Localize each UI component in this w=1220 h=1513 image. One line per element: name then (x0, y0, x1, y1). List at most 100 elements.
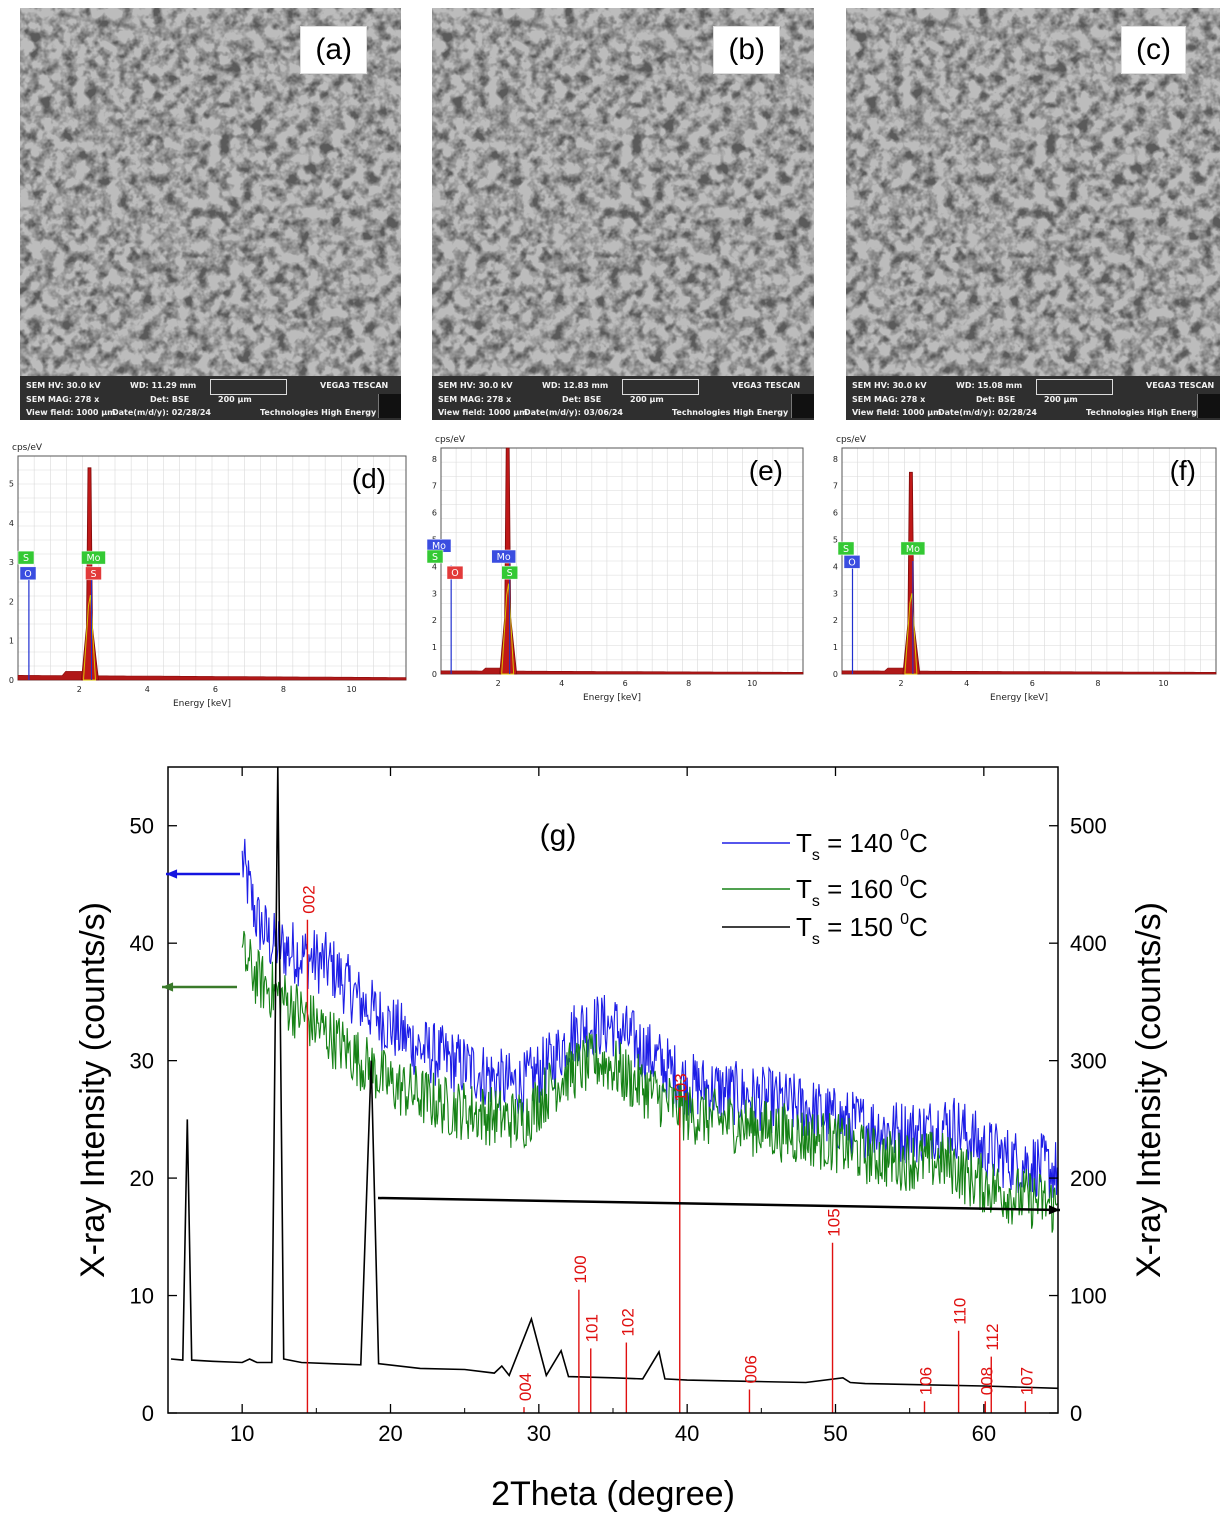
x-tick-label: 30 (527, 1421, 551, 1446)
x-tick-label: 4 (559, 679, 564, 688)
y-right-tick-label: 400 (1070, 931, 1107, 956)
hkl-label: 101 (583, 1314, 602, 1342)
element-tag (446, 565, 464, 580)
element-tag (17, 550, 35, 565)
black-series-axis-arrow (377, 1196, 1061, 1212)
x-tick-label: 2 (496, 679, 501, 688)
y-tick-label: 0 (142, 1401, 154, 1426)
sem-hv: SEM HV: 30.0 kV (26, 381, 101, 390)
hkl-label: 002 (299, 885, 318, 913)
y-tick-label: 6 (432, 509, 437, 518)
sem-image-b: (b) SEM HV: 30.0 kV WD: 12.83 mm VEGA3 T… (432, 8, 814, 420)
element-tag-label: O (451, 568, 458, 579)
panel-label: (a) (300, 26, 367, 74)
sem-wd: WD: 15.08 mm (956, 381, 1023, 390)
hkl-label: 100 (571, 1255, 590, 1283)
y-tick-label: 3 (9, 558, 14, 567)
y-tick-label: 10 (130, 1284, 154, 1309)
element-tag-label: O (24, 569, 31, 580)
element-tag (491, 549, 516, 564)
sem-org: Technologies High Energy (1086, 408, 1203, 417)
eds-spectrum-d: 0 1 2 3 4 5 2 4 6 8 10 cps/eV Energy [keV] (d) Mo S O S (8, 430, 410, 715)
hkl-label: 004 (516, 1373, 535, 1401)
eds-continuum (440, 667, 804, 675)
y-axis-title: X-ray Intensity (counts/s) (74, 902, 112, 1278)
scale-bar (622, 379, 699, 395)
element-tag-label: Mo (497, 552, 511, 563)
sem-scale: 200 µm (630, 395, 664, 404)
y-tick-label: 3 (833, 589, 838, 598)
panel-label: (g) (540, 819, 577, 852)
element-tag-label: S (507, 568, 513, 579)
sem-date: Date(m/d/y): 02/28/24 (938, 408, 1037, 417)
panel-label: (b) (713, 26, 780, 74)
sem-hv: SEM HV: 30.0 kV (438, 381, 513, 390)
y-tick-label: 6 (833, 509, 838, 518)
element-tag-label: Mo (86, 553, 100, 564)
x-tick-label: 2 (77, 685, 82, 694)
x-axis-title: 2Theta (degree) (491, 1475, 735, 1513)
element-tag-label: O (848, 557, 855, 568)
x-tick-label: 8 (281, 685, 286, 694)
y-right-tick-label: 100 (1070, 1284, 1107, 1309)
element-tag (81, 550, 106, 565)
element-tag-label: S (432, 552, 438, 563)
element-tag (900, 541, 926, 556)
y-tick-label: 4 (833, 562, 838, 571)
x-tick-label: 40 (675, 1421, 699, 1446)
hkl-label: 008 (977, 1367, 996, 1395)
legend-entry: Ts = 160 0C (796, 873, 928, 910)
series-line-2 (170, 766, 1059, 1390)
y-tick-label: 8 (432, 455, 437, 464)
sem-org: Technologies High Energy (672, 408, 789, 417)
y-tick-label: 2 (432, 616, 437, 625)
x-tick-label: 20 (378, 1421, 402, 1446)
element-tag (19, 566, 37, 581)
x-tick-label: 6 (623, 679, 628, 688)
x-tick-label: 10 (230, 1421, 254, 1446)
x-tick-label: 10 (747, 679, 757, 688)
x-tick-label: 10 (1158, 679, 1168, 688)
sem-detector: Det: BSE (150, 395, 190, 404)
sem-wd: WD: 12.83 mm (542, 381, 609, 390)
x-axis-label: Energy [keV] (583, 693, 641, 703)
sem-image-c: (c) SEM HV: 30.0 kV WD: 15.08 mm VEGA3 T… (846, 8, 1220, 420)
sem-view-field: View field: 1000 µm (438, 408, 528, 417)
eds-spectrum-f: 0 1 2 3 4 5 6 7 8 2 4 6 8 10 cps/eV Energy [keV] (f) S O Mo (826, 430, 1220, 715)
y-tick-label: 40 (130, 931, 154, 956)
y-tick-label: 2 (833, 616, 838, 625)
hkl-label: 106 (917, 1367, 936, 1395)
y-tick-label: 20 (130, 1166, 154, 1191)
element-tag (501, 565, 518, 580)
hkl-label: 006 (741, 1355, 760, 1383)
panel-label: (c) (1121, 26, 1186, 74)
sem-org: Technologies High Energy (260, 408, 377, 417)
sem-date: Date(m/d/y): 03/06/24 (524, 408, 623, 417)
sem-scale: 200 µm (1044, 395, 1078, 404)
y-tick-label: 1 (833, 643, 838, 652)
sem-mag: SEM MAG: 278 x (26, 395, 100, 404)
y-right-tick-label: 0 (1070, 1401, 1082, 1426)
tescan-logo-icon (1197, 394, 1220, 418)
sem-vendor: VEGA3 TESCAN (1146, 381, 1215, 390)
y-tick-label: 3 (432, 589, 437, 598)
y-tick-label: 7 (432, 482, 437, 491)
hkl-label: 102 (618, 1308, 637, 1336)
sem-mag: SEM MAG: 278 x (438, 395, 512, 404)
x-tick-label: 60 (972, 1421, 996, 1446)
element-tag-label: S (843, 544, 849, 555)
y-tick-label: 4 (432, 562, 437, 571)
scale-bar (210, 379, 287, 395)
y-tick-label: 0 (9, 676, 14, 685)
sem-view-field: View field: 1000 µm (852, 408, 942, 417)
element-tag (85, 566, 102, 581)
sem-vendor: VEGA3 TESCAN (320, 381, 389, 390)
element-tag (426, 549, 444, 564)
sem-view-field: View field: 1000 µm (26, 408, 116, 417)
tescan-logo-icon (791, 394, 814, 418)
hkl-label: 107 (1017, 1367, 1036, 1395)
y-tick-label: 5 (833, 535, 838, 544)
sem-detector: Det: BSE (562, 395, 602, 404)
sem-info-bar: SEM HV: 30.0 kV WD: 15.08 mm VEGA3 TESCA… (846, 376, 1220, 420)
